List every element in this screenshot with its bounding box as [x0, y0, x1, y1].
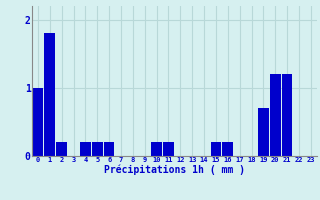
Bar	[211, 142, 221, 156]
Bar	[56, 142, 67, 156]
Bar	[104, 142, 115, 156]
Bar	[151, 142, 162, 156]
Bar	[270, 74, 281, 156]
Bar	[222, 142, 233, 156]
Bar	[92, 142, 103, 156]
Bar	[282, 74, 292, 156]
Bar	[258, 108, 269, 156]
Bar	[80, 142, 91, 156]
Bar	[44, 33, 55, 156]
Bar	[33, 88, 43, 156]
X-axis label: Précipitations 1h ( mm ): Précipitations 1h ( mm )	[104, 165, 245, 175]
Bar	[163, 142, 174, 156]
